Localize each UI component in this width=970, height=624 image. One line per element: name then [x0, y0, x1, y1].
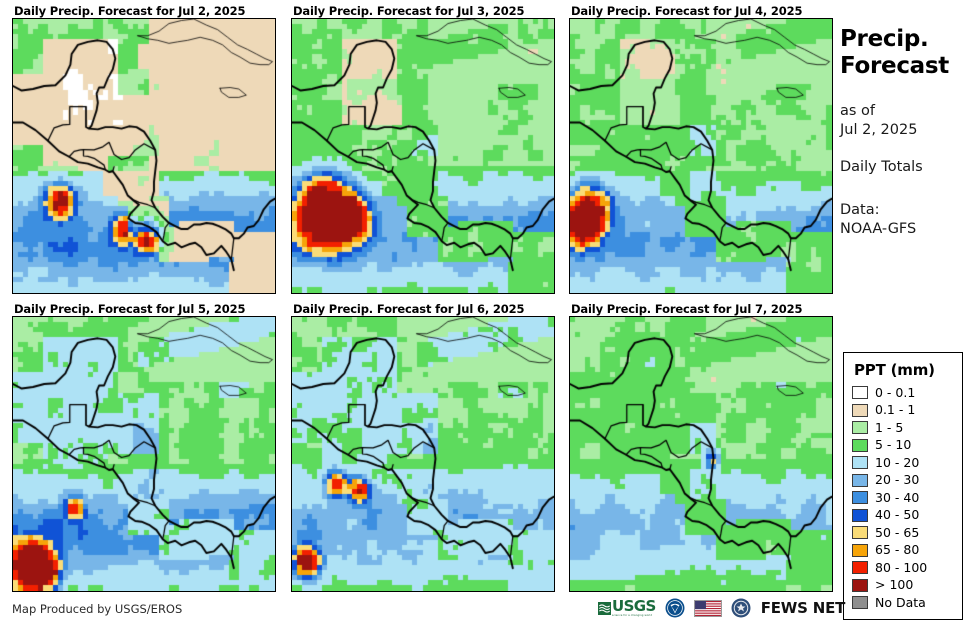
totals-label: Daily Totals	[840, 158, 923, 175]
as-of-label: as of	[840, 103, 876, 120]
legend-swatch	[852, 508, 868, 522]
panel-title: Daily Precip. Forecast for Jul 7, 2025	[571, 302, 803, 316]
product-title-line2: Forecast	[840, 53, 949, 80]
precip-raster[interactable]	[13, 317, 275, 591]
legend-swatch	[852, 438, 868, 452]
usgs-tagline: science for a changing world	[612, 614, 653, 617]
legend-swatch	[852, 473, 868, 487]
map-frame[interactable]	[12, 316, 276, 592]
legend-label: > 100	[875, 577, 914, 592]
legend-swatch	[852, 456, 868, 470]
legend-label: 50 - 65	[875, 524, 920, 540]
legend-swatch	[852, 421, 868, 435]
usgs-wordmark: USGS	[612, 597, 656, 615]
agency-logos: USGS science for a changing world	[598, 596, 845, 620]
legend-swatch	[852, 526, 868, 540]
legend-label: 65 - 80	[875, 542, 920, 557]
state-dept-seal	[731, 598, 751, 618]
as-of-block: as of Jul 2, 2025	[840, 102, 970, 140]
usgs-wordmark-wrap: USGS science for a changing world	[612, 597, 656, 618]
usgs-wave-icon	[598, 601, 611, 615]
map-frame[interactable]	[291, 316, 555, 592]
totals-block: Daily Totals	[840, 158, 970, 177]
precip-legend: PPT (mm) 0 - 0.1 0.1 - 1 1 - 5 5 - 10 10 - 2…	[843, 352, 963, 620]
legend-swatch	[852, 543, 868, 557]
map-frame[interactable]	[291, 18, 555, 294]
precip-raster[interactable]	[570, 317, 832, 591]
product-title-line1: Precip.	[840, 26, 929, 52]
panel-title: Daily Precip. Forecast for Jul 4, 2025	[571, 4, 803, 18]
legend-title: PPT (mm)	[854, 361, 935, 379]
product-header: Precip. Forecast as of Jul 2, 2025 Daily…	[840, 26, 970, 239]
precip-raster[interactable]	[13, 19, 275, 293]
legend-row: 0 - 0.1	[852, 384, 956, 402]
map-frame[interactable]	[569, 18, 833, 294]
legend-swatch	[852, 386, 868, 400]
product-meta: as of Jul 2, 2025 Daily Totals Data: NOA…	[840, 102, 970, 239]
us-flag-logo	[693, 599, 722, 617]
legend-row: 10 - 20	[852, 454, 956, 472]
legend-row: 20 - 30	[852, 472, 956, 490]
legend-row: 65 - 80	[852, 542, 956, 560]
legend-row: 0.1 - 1	[852, 402, 956, 420]
usgs-logo: USGS science for a changing world	[598, 599, 656, 617]
legend-label: 10 - 20	[875, 454, 920, 470]
legend-label: 20 - 30	[875, 472, 920, 487]
data-source: NOAA-GFS	[840, 220, 917, 237]
legend-row: 5 - 10	[852, 437, 956, 455]
legend-swatch	[852, 578, 868, 592]
panel-title: Daily Precip. Forecast for Jul 2, 2025	[14, 4, 246, 18]
legend-swatch	[852, 561, 868, 575]
precip-raster[interactable]	[570, 19, 832, 293]
legend-label: 40 - 50	[875, 507, 920, 522]
legend-row: No Data	[852, 594, 956, 612]
precip-raster[interactable]	[292, 19, 554, 293]
as-of-date: Jul 2, 2025	[840, 122, 918, 139]
legend-label: 30 - 40	[875, 489, 920, 505]
panel-title: Daily Precip. Forecast for Jul 6, 2025	[293, 302, 525, 316]
panel-title: Daily Precip. Forecast for Jul 5, 2025	[14, 302, 246, 316]
legend-swatch	[852, 596, 868, 610]
legend-swatch	[852, 403, 868, 417]
legend-row: 1 - 5	[852, 419, 956, 437]
legend-label: 5 - 10	[875, 437, 912, 452]
legend-swatch	[852, 491, 868, 505]
legend-label: 0 - 0.1	[875, 384, 916, 400]
legend-row: 40 - 50	[852, 507, 956, 525]
fews-net-wordmark: FEWS NET	[760, 598, 846, 617]
map-frame[interactable]	[569, 316, 833, 592]
legend-row: 30 - 40	[852, 489, 956, 507]
legend-label: 1 - 5	[875, 419, 904, 435]
legend-row: > 100	[852, 577, 956, 595]
precip-raster[interactable]	[292, 317, 554, 591]
product-title: Precip. Forecast	[840, 26, 970, 80]
legend-entries: 0 - 0.1 0.1 - 1 1 - 5 5 - 10 10 - 20 20 - 30 3…	[852, 384, 956, 612]
noaa-logo	[665, 598, 685, 618]
legend-label: 80 - 100	[875, 559, 928, 575]
map-credit: Map Produced by USGS/EROS	[12, 602, 183, 616]
map-frame[interactable]	[12, 18, 276, 294]
panel-title: Daily Precip. Forecast for Jul 3, 2025	[293, 4, 525, 18]
data-source-block: Data: NOAA-GFS	[840, 201, 970, 239]
legend-row: 80 - 100	[852, 559, 956, 577]
legend-row: 50 - 65	[852, 524, 956, 542]
legend-label: No Data	[875, 594, 926, 610]
legend-label: 0.1 - 1	[875, 402, 916, 417]
data-label: Data:	[840, 201, 880, 218]
